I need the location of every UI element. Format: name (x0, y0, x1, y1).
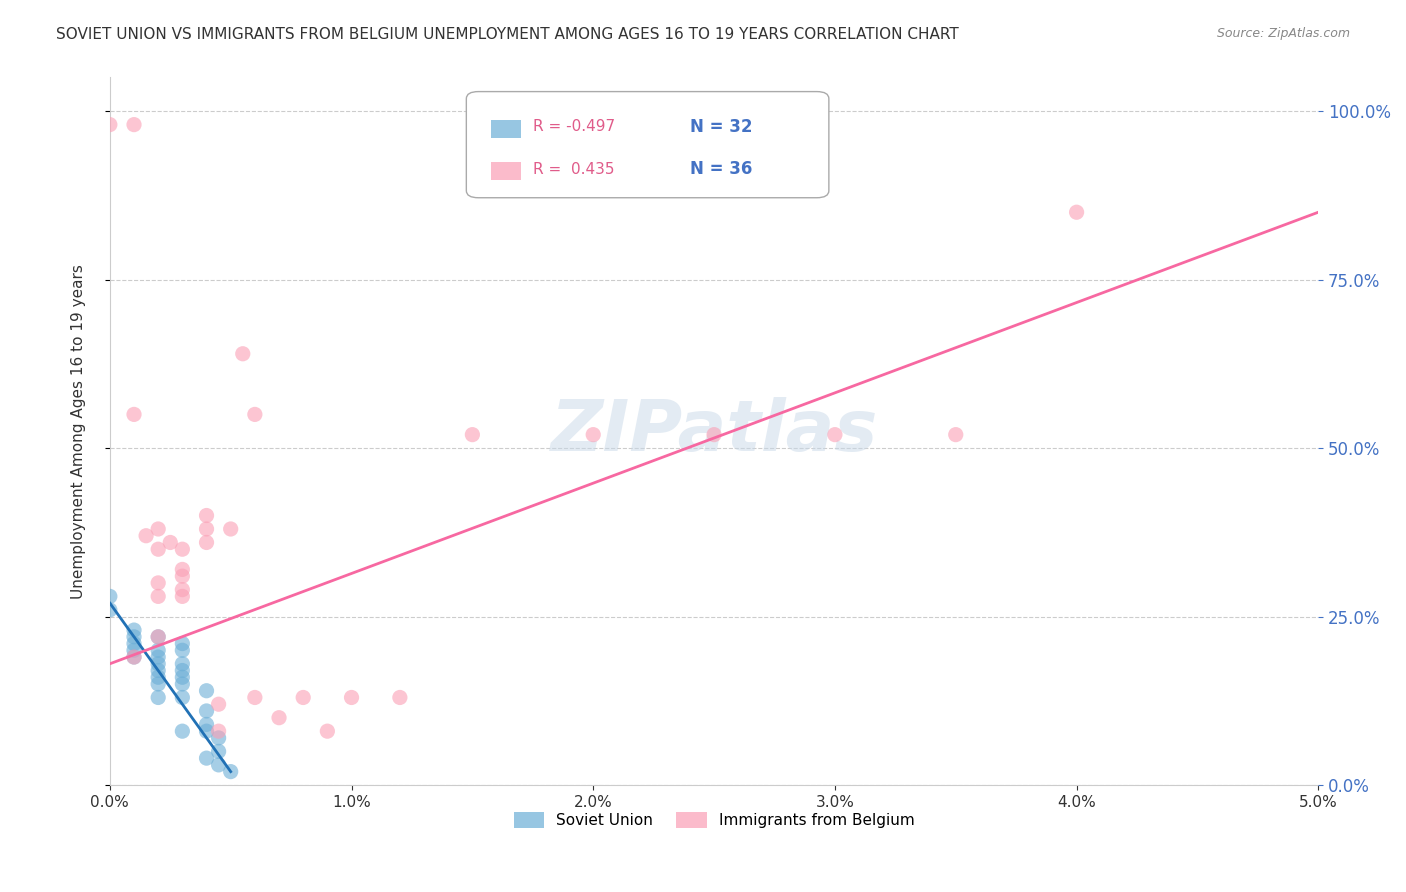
Point (148, 575, 170, 590)
Point (159, 535, 181, 549)
Point (172, 582, 194, 597)
Point (207, 731, 229, 745)
Point (461, 427, 484, 442)
Point (195, 704, 218, 718)
Point (267, 711, 290, 725)
Point (148, 677, 170, 691)
Point (292, 690, 315, 705)
Point (219, 522, 242, 536)
Point (172, 724, 194, 739)
Bar (491, 120, 520, 137)
Point (207, 744, 229, 758)
Point (148, 657, 170, 671)
Point (148, 664, 170, 678)
Point (172, 542, 194, 557)
Point (340, 690, 363, 705)
Point (172, 636, 194, 650)
Point (148, 690, 170, 705)
Point (148, 670, 170, 684)
Text: SOVIET UNION VS IMMIGRANTS FROM BELGIUM UNEMPLOYMENT AMONG AGES 16 TO 19 YEARS C: SOVIET UNION VS IMMIGRANTS FROM BELGIUM … (56, 27, 959, 42)
Point (135, 529, 157, 543)
Point (172, 569, 194, 583)
Text: ZIPatlas: ZIPatlas (550, 397, 877, 466)
Point (98, 590, 121, 604)
Point (195, 508, 218, 523)
Point (207, 757, 229, 772)
Point (388, 690, 411, 705)
Text: R = -0.497: R = -0.497 (533, 120, 614, 135)
Bar (491, 162, 520, 180)
Point (148, 522, 170, 536)
Point (243, 408, 266, 422)
Point (207, 697, 229, 711)
Text: N = 32: N = 32 (690, 118, 752, 136)
Point (122, 630, 145, 644)
Text: Source: ZipAtlas.com: Source: ZipAtlas.com (1216, 27, 1350, 40)
Point (195, 751, 218, 765)
Text: R =  0.435: R = 0.435 (533, 162, 614, 177)
Point (148, 650, 170, 665)
Point (148, 542, 170, 557)
Point (122, 623, 145, 637)
Point (122, 643, 145, 657)
Point (582, 427, 605, 442)
Point (148, 630, 170, 644)
Point (207, 724, 229, 739)
Point (232, 347, 254, 361)
Point (122, 650, 145, 665)
Point (122, 650, 145, 665)
Point (172, 677, 194, 691)
Point (98, 118, 121, 132)
FancyBboxPatch shape (467, 92, 830, 198)
Point (172, 670, 194, 684)
Point (703, 427, 725, 442)
Point (172, 562, 194, 576)
Point (316, 724, 339, 739)
Point (824, 427, 846, 442)
Point (172, 664, 194, 678)
Point (172, 657, 194, 671)
Point (195, 522, 218, 536)
Point (148, 590, 170, 604)
Point (122, 408, 145, 422)
Point (195, 724, 218, 739)
Point (243, 690, 266, 705)
Point (172, 590, 194, 604)
Text: N = 36: N = 36 (690, 161, 752, 178)
Point (945, 427, 967, 442)
Point (219, 764, 242, 779)
Point (195, 717, 218, 731)
Point (172, 690, 194, 705)
Y-axis label: Unemployment Among Ages 16 to 19 years: Unemployment Among Ages 16 to 19 years (72, 264, 86, 599)
Point (148, 643, 170, 657)
Point (195, 535, 218, 549)
Legend: Soviet Union, Immigrants from Belgium: Soviet Union, Immigrants from Belgium (508, 805, 921, 834)
Point (172, 643, 194, 657)
Point (1066, 205, 1088, 219)
Point (195, 683, 218, 698)
Point (122, 118, 145, 132)
Point (122, 636, 145, 650)
Point (148, 630, 170, 644)
Point (98, 603, 121, 617)
